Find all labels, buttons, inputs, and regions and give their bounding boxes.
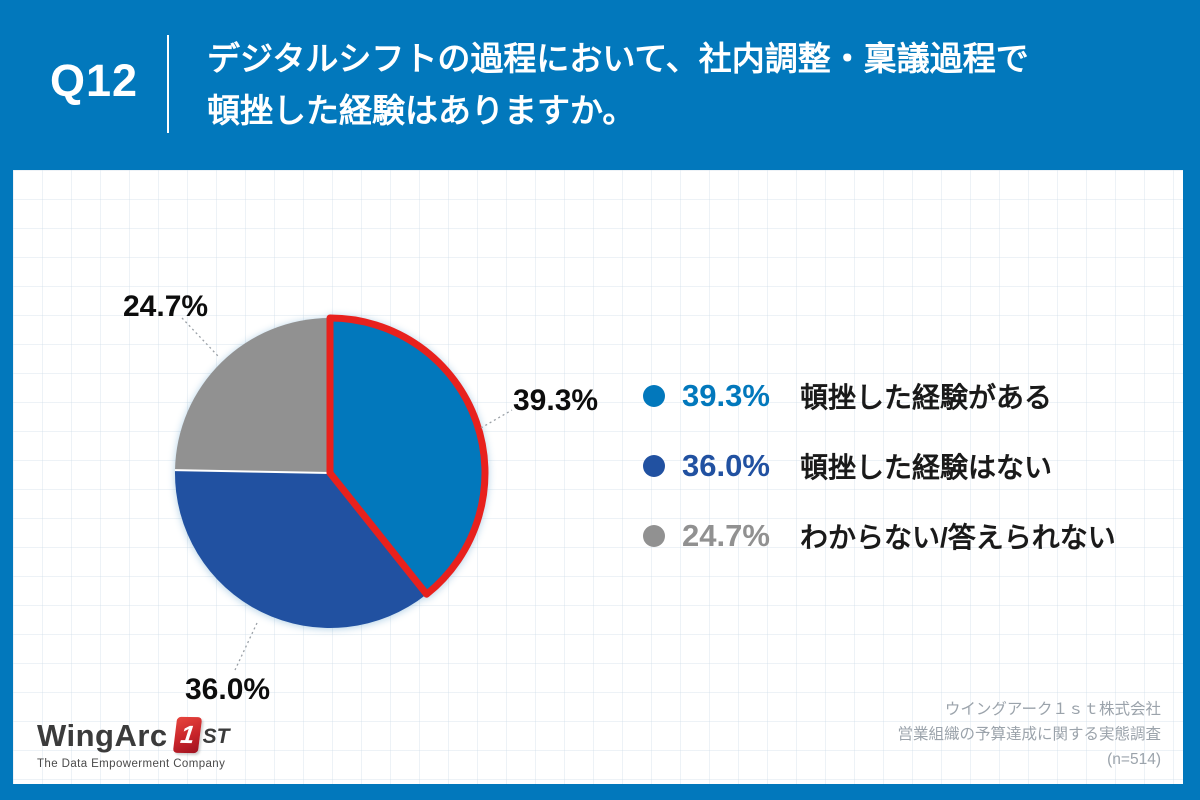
legend-item-not-experienced: 36.0% 頓挫した経験はない xyxy=(643,431,1116,501)
legend: 39.3% 頓挫した経験がある 36.0% 頓挫した経験はない 24.7% わか… xyxy=(643,361,1116,571)
legend-dot-icon xyxy=(643,525,665,547)
question-title-line1: デジタルシフトの過程において、社内調整・稟議過程で xyxy=(207,40,1029,77)
pie-slice-unknown[interactable] xyxy=(175,318,330,473)
leader-line-blue xyxy=(480,409,513,429)
wingarc-brand: WingArc 1 ST xyxy=(37,715,230,754)
source-sample-size: (n=514) xyxy=(1107,751,1161,768)
slice-divider xyxy=(174,469,331,474)
leader-line-navy xyxy=(234,622,258,671)
question-title: デジタルシフトの過程において、社内調整・稟議過程で 頓挫した経験はありますか。 xyxy=(207,33,1029,137)
legend-label: 頓挫した経験がある xyxy=(800,382,1053,413)
pie-value-label-gray: 24.7% xyxy=(123,290,209,323)
legend-dot-icon xyxy=(643,455,665,477)
legend-dot-icon xyxy=(643,385,665,407)
pie-slice-not-experienced[interactable] xyxy=(174,470,427,629)
wingarc-one-badge-icon: 1 xyxy=(172,716,202,754)
question-title-line2: 頓挫した経験はありますか。 xyxy=(207,92,636,129)
legend-percent: 39.3% xyxy=(682,378,770,413)
highlight-outline xyxy=(326,314,489,598)
legend-label: 頓挫した経験はない xyxy=(800,452,1053,483)
pie-slice-experienced[interactable] xyxy=(330,318,485,595)
pie-value-label-blue: 39.3% xyxy=(513,384,599,417)
question-number: Q12 xyxy=(49,55,139,106)
wingarc-brand-text: WingArc xyxy=(37,718,168,753)
question-header: Q12 デジタルシフトの過程において、社内調整・稟議過程で 頓挫した経験はありま… xyxy=(0,0,1200,170)
survey-source: ウイングアーク１ｓｔ株式会社 営業組織の予算達成に関する実態調査 (n=514) xyxy=(897,697,1161,772)
wingarc-tagline: The Data Empowerment Company xyxy=(37,758,226,770)
source-company: ウイングアーク１ｓｔ株式会社 xyxy=(944,701,1161,718)
chart-card: 24.7% 39.3% 36.0% 39.3% 頓挫した経験がある 36.0% … xyxy=(13,170,1183,784)
legend-percent: 36.0% xyxy=(682,448,770,483)
source-survey-name: 営業組織の予算達成に関する実態調査 xyxy=(897,726,1161,743)
header-divider xyxy=(167,35,169,133)
legend-label: わからない/答えられない xyxy=(800,522,1116,553)
pie-chart xyxy=(174,314,513,671)
legend-item-experienced: 39.3% 頓挫した経験がある xyxy=(643,361,1116,431)
pie-value-label-navy: 36.0% xyxy=(185,673,271,706)
leader-line-gray xyxy=(181,317,219,357)
wingarc-st-text: ST xyxy=(202,725,230,748)
wingarc-logo: WingArc 1 ST The Data Empowerment Compan… xyxy=(37,715,230,770)
legend-item-unknown: 24.7% わからない/答えられない xyxy=(643,501,1116,571)
legend-percent: 24.7% xyxy=(682,518,770,553)
